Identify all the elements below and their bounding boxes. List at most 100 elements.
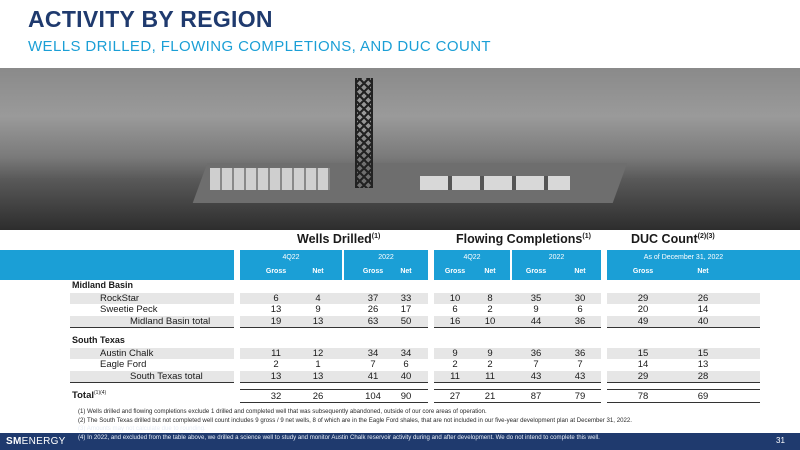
table-row-austin: Austin Chalk 11 12 34 34 9 9 36 36 15 15 bbox=[70, 348, 760, 359]
table-cell: 4 bbox=[315, 293, 321, 304]
table-cell: 15 bbox=[637, 348, 649, 359]
col-header-gross: Gross bbox=[362, 268, 384, 275]
table-cell: 6 bbox=[452, 304, 458, 315]
table-cell: 10 bbox=[484, 316, 496, 327]
col-header-gross: Gross bbox=[265, 268, 287, 275]
table-cell: 2 bbox=[273, 359, 279, 370]
col-header-net: Net bbox=[697, 268, 709, 275]
col-header-net: Net bbox=[312, 268, 324, 275]
fc-period-2022: 2022 bbox=[548, 254, 565, 261]
table-cell: 9 bbox=[533, 304, 539, 315]
table-cell: 8 bbox=[487, 293, 493, 304]
col-header-net: Net bbox=[484, 268, 496, 275]
table-row-eagle: Eagle Ford 2 1 7 6 2 2 7 7 14 13 bbox=[70, 359, 760, 370]
table-cell: 30 bbox=[574, 293, 586, 304]
row-label: Midland Basin total bbox=[130, 316, 211, 327]
wells-drilled-header: Wells Drilled(1) bbox=[297, 232, 381, 246]
row-label: Sweetie Peck bbox=[100, 304, 158, 315]
footnote-1: (1) Wells drilled and flowing completion… bbox=[78, 408, 487, 415]
table-cell: 40 bbox=[400, 371, 412, 382]
table-cell: 69 bbox=[697, 391, 709, 402]
table-header-band bbox=[0, 250, 800, 280]
table-row-south-total: South Texas total 13 13 41 40 11 11 43 43 29 28 bbox=[70, 371, 760, 383]
table-cell: 44 bbox=[530, 316, 542, 327]
table-cell: 11 bbox=[485, 371, 495, 382]
table-cell: 26 bbox=[367, 304, 379, 315]
table-cell: 36 bbox=[530, 348, 542, 359]
section-midland-basin: Midland Basin bbox=[72, 280, 134, 290]
table-cell: 13 bbox=[697, 359, 709, 370]
table-row-midland-total: Midland Basin total 19 13 63 50 16 10 44 36 49 40 bbox=[70, 316, 760, 328]
col-header-net: Net bbox=[574, 268, 586, 275]
footnote-4: (4) In 2022, and excluded from the table… bbox=[78, 433, 600, 441]
row-label: Austin Chalk bbox=[100, 348, 154, 359]
table-cell: 37 bbox=[367, 293, 379, 304]
table-cell: 49 bbox=[637, 316, 649, 327]
table-cell: 15 bbox=[697, 348, 709, 359]
footnote-2: (2) The South Texas drilled but not comp… bbox=[78, 416, 632, 424]
wd-period-2022: 2022 bbox=[378, 254, 394, 261]
table-cell: 36 bbox=[574, 348, 586, 359]
sm-energy-logo: SMENERGY bbox=[6, 436, 66, 447]
table-cell: 27 bbox=[449, 391, 461, 402]
col-header-gross: Gross bbox=[525, 268, 547, 275]
table-cell: 14 bbox=[697, 304, 709, 315]
table-cell: 13 bbox=[312, 371, 324, 382]
table-cell: 11 bbox=[271, 348, 281, 359]
total-rule bbox=[240, 389, 760, 390]
table-cell: 13 bbox=[312, 316, 324, 327]
table-cell: 21 bbox=[484, 391, 496, 402]
footer-bar bbox=[0, 433, 800, 450]
table-cell: 32 bbox=[270, 391, 282, 402]
duc-count-header: DUC Count(2)(3) bbox=[631, 232, 715, 246]
table-cell: 104 bbox=[365, 391, 381, 402]
table-cell: 43 bbox=[574, 371, 586, 382]
table-cell: 13 bbox=[270, 371, 282, 382]
table-cell: 87 bbox=[530, 391, 542, 402]
footnote-3: (3) Amounts may not calculate due to rou… bbox=[78, 425, 206, 432]
duc-period: As of December 31, 2022 bbox=[643, 254, 724, 261]
table-cell: 29 bbox=[637, 371, 649, 382]
table-cell: 43 bbox=[530, 371, 542, 382]
table-cell: 34 bbox=[400, 348, 412, 359]
row-label: RockStar bbox=[100, 293, 140, 304]
fc-period-4q22: 4Q22 bbox=[463, 254, 481, 261]
table-cell: 33 bbox=[400, 293, 412, 304]
table-row-sweetie: Sweetie Peck 13 9 26 17 6 2 9 6 20 14 bbox=[70, 304, 760, 315]
table-cell: 9 bbox=[452, 348, 458, 359]
table-cell: 26 bbox=[697, 293, 709, 304]
table-cell: 40 bbox=[697, 316, 709, 327]
table-cell: 63 bbox=[367, 316, 379, 327]
table-cell: 16 bbox=[449, 316, 461, 327]
flowing-completions-header: Flowing Completions(1) bbox=[456, 232, 591, 246]
table-cell: 9 bbox=[487, 348, 493, 359]
total-rule bbox=[240, 402, 760, 403]
table-cell: 7 bbox=[370, 359, 376, 370]
table-cell: 19 bbox=[270, 316, 282, 327]
table-cell: 34 bbox=[367, 348, 379, 359]
table-cell: 2 bbox=[487, 359, 493, 370]
row-label: South Texas total bbox=[130, 371, 203, 382]
table-cell: 90 bbox=[400, 391, 412, 402]
footnotes-over-footer: (3) Amounts may not calculate due to rou… bbox=[78, 425, 778, 442]
row-label: Eagle Ford bbox=[100, 359, 147, 370]
page-subtitle: WELLS DRILLED, FLOWING COMPLETIONS, AND … bbox=[28, 38, 491, 55]
table-cell: 13 bbox=[270, 304, 282, 315]
table-cell: 26 bbox=[312, 391, 324, 402]
wd-period-4q22: 4Q22 bbox=[282, 254, 300, 261]
table-cell: 6 bbox=[577, 304, 583, 315]
page-number: 31 bbox=[776, 436, 785, 445]
table-cell: 50 bbox=[400, 316, 412, 327]
table-cell: 6 bbox=[403, 359, 409, 370]
table-cell: 35 bbox=[530, 293, 542, 304]
table-cell: 79 bbox=[574, 391, 586, 402]
table-cell: 20 bbox=[637, 304, 649, 315]
footnotes: (1) Wells drilled and flowing completion… bbox=[78, 408, 778, 425]
table-cell: 1 bbox=[315, 359, 321, 370]
table-cell: 28 bbox=[697, 371, 709, 382]
table-cell: 9 bbox=[315, 304, 321, 315]
table-cell: 36 bbox=[574, 316, 586, 327]
table-cell: 78 bbox=[637, 391, 649, 402]
table-cell: 12 bbox=[312, 348, 324, 359]
table-cell: 7 bbox=[577, 359, 583, 370]
